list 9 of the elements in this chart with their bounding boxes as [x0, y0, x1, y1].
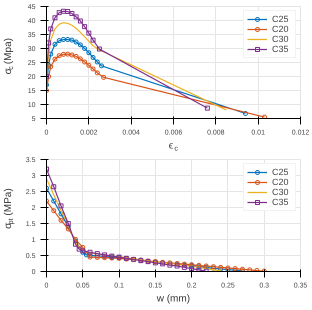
legend-label: C20: [272, 177, 290, 187]
legend-label: C20: [272, 24, 290, 34]
legend-label: C35: [272, 197, 290, 207]
legend-label: C30: [272, 187, 290, 197]
legend-label: C30: [272, 34, 290, 44]
legend-label: C35: [272, 44, 290, 54]
legend-label: C25: [272, 14, 290, 24]
legend-label: C25: [272, 167, 290, 177]
x-axis-title: w (mm): [156, 294, 190, 304]
